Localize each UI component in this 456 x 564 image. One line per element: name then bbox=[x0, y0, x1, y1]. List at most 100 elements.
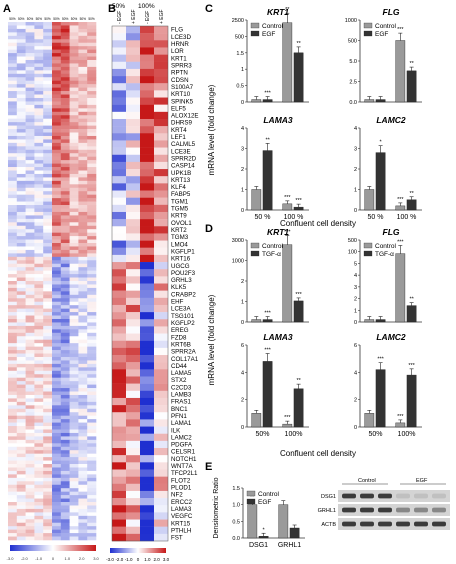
heatmap-a-cell bbox=[34, 505, 44, 510]
heatmap-a-cell bbox=[87, 94, 97, 99]
heatmap-a-cell bbox=[87, 59, 97, 64]
heatmap-a-cell bbox=[16, 394, 26, 399]
bar-control bbox=[395, 205, 406, 211]
heatmap-a-cell bbox=[43, 173, 53, 178]
heatmap-a-cell bbox=[34, 49, 44, 54]
heatmap-a-cell bbox=[34, 405, 44, 410]
heatmap-a-cell bbox=[60, 450, 70, 454]
heatmap-a-cell bbox=[34, 239, 44, 244]
heatmap-a-cell bbox=[78, 129, 88, 133]
y-tick-label: 2 bbox=[241, 398, 244, 404]
heatmap-a-cell bbox=[52, 325, 62, 330]
heatmap-b-cell bbox=[140, 412, 154, 420]
heatmap-a-cell bbox=[25, 42, 35, 47]
gene-label: NF2 bbox=[171, 492, 183, 499]
heatmap-b-cell bbox=[154, 47, 168, 55]
heatmap-a-cell bbox=[8, 484, 18, 489]
blot-band bbox=[396, 493, 410, 499]
heatmap-a-cell bbox=[69, 170, 79, 175]
significance-marker: ** bbox=[285, 7, 290, 13]
heatmap-a-cell bbox=[34, 218, 44, 223]
heatmap-b-cell bbox=[140, 333, 154, 341]
heatmap-a-cell bbox=[8, 477, 18, 482]
heatmap-a-cell bbox=[78, 526, 88, 530]
heatmap-a-cell bbox=[69, 222, 79, 227]
heatmap-a-cell bbox=[52, 139, 62, 144]
heatmap-a-cell bbox=[60, 529, 70, 534]
heatmap-a-cell bbox=[78, 325, 88, 330]
heatmap-a-cell bbox=[16, 332, 26, 337]
heatmap-a-cell bbox=[43, 505, 53, 510]
heatmap-a-cell bbox=[69, 318, 79, 323]
heatmap-b-cell bbox=[140, 197, 154, 206]
heatmap-a-cell bbox=[8, 498, 18, 503]
heatmap-a-cell bbox=[8, 460, 18, 465]
heatmap-b-cell bbox=[126, 147, 140, 155]
heatmap-a-cell bbox=[52, 439, 62, 444]
heatmap-a-cell bbox=[16, 22, 26, 26]
heatmap-a-cell bbox=[78, 336, 88, 341]
heatmap-a-cell bbox=[78, 42, 88, 47]
heatmap-a-cell bbox=[8, 232, 18, 237]
heatmap-b-cell bbox=[126, 347, 140, 356]
heatmap-a-cell bbox=[25, 198, 35, 202]
heatmap-a-cell bbox=[60, 25, 70, 30]
heatmap-a-cell bbox=[69, 405, 79, 410]
heatmap-a-cell bbox=[60, 377, 70, 382]
heatmap-a-cell bbox=[8, 374, 18, 378]
heatmap-a-cell bbox=[8, 35, 18, 40]
heatmap-a-cell bbox=[69, 484, 79, 489]
heatmap-a-cell bbox=[52, 284, 62, 289]
heatmap-a-cell bbox=[52, 73, 62, 78]
category-label: DSG1 bbox=[249, 542, 268, 549]
heatmap-a-cell bbox=[69, 495, 79, 499]
heatmap-a-cell bbox=[8, 218, 18, 223]
heatmap-a-cell bbox=[60, 184, 70, 189]
significance-marker: *** bbox=[397, 414, 404, 420]
heatmap-a-cell bbox=[69, 77, 79, 82]
heatmap-a-cell bbox=[52, 229, 62, 233]
heatmap-a-cell bbox=[87, 156, 97, 161]
heatmap-a-cell bbox=[78, 97, 88, 102]
heatmap-a-cell bbox=[16, 470, 26, 475]
heatmap-a-cell bbox=[60, 419, 70, 423]
gene-label: KLK5 bbox=[171, 284, 187, 291]
gene-label: PDGFA bbox=[171, 442, 193, 449]
heatmap-a-cell bbox=[16, 73, 26, 78]
heatmap-a-cell bbox=[69, 104, 79, 109]
heatmap-a-cell bbox=[60, 343, 70, 347]
heatmap-a-cell bbox=[60, 270, 70, 275]
heatmap-a-cell bbox=[43, 25, 53, 30]
heatmap-a-cell bbox=[60, 101, 70, 106]
heatmap-a-cell bbox=[16, 408, 26, 413]
heatmap-a-cell bbox=[43, 80, 53, 85]
heatmap-a-cell bbox=[60, 367, 70, 372]
heatmap-b-cell bbox=[140, 397, 154, 406]
heatmap-a-cell bbox=[25, 436, 35, 441]
heatmap-a-cell bbox=[69, 215, 79, 220]
category-label: 50 % bbox=[255, 214, 271, 221]
heatmap-a-column-label: 50% bbox=[18, 17, 25, 21]
heatmap-a-cell bbox=[25, 363, 35, 368]
heatmap-a-cell bbox=[43, 77, 53, 82]
heatmap-a-cell bbox=[69, 367, 79, 372]
heatmap-a-cell bbox=[52, 405, 62, 410]
heatmap-a-cell bbox=[69, 457, 79, 461]
heatmap-a-cell bbox=[69, 287, 79, 292]
heatmap-b-cell bbox=[126, 326, 140, 334]
heatmap-b-cell bbox=[154, 355, 168, 363]
heatmap-a-cell bbox=[43, 49, 53, 54]
heatmap-a-cell bbox=[34, 498, 44, 503]
heatmap-b-cell bbox=[112, 448, 126, 456]
significance-marker: *** bbox=[295, 292, 302, 298]
heatmap-b-cell bbox=[126, 219, 140, 227]
heatmap-b-cell bbox=[140, 290, 154, 299]
heatmap-a-cell bbox=[16, 173, 26, 178]
heatmap-a-cell bbox=[87, 522, 97, 527]
heatmap-a-cell bbox=[87, 533, 97, 537]
heatmap-a-cell bbox=[69, 35, 79, 40]
heatmap-a-cell bbox=[16, 384, 26, 389]
heatmap-a-cell bbox=[25, 529, 35, 534]
heatmap-a-cell bbox=[52, 374, 62, 378]
